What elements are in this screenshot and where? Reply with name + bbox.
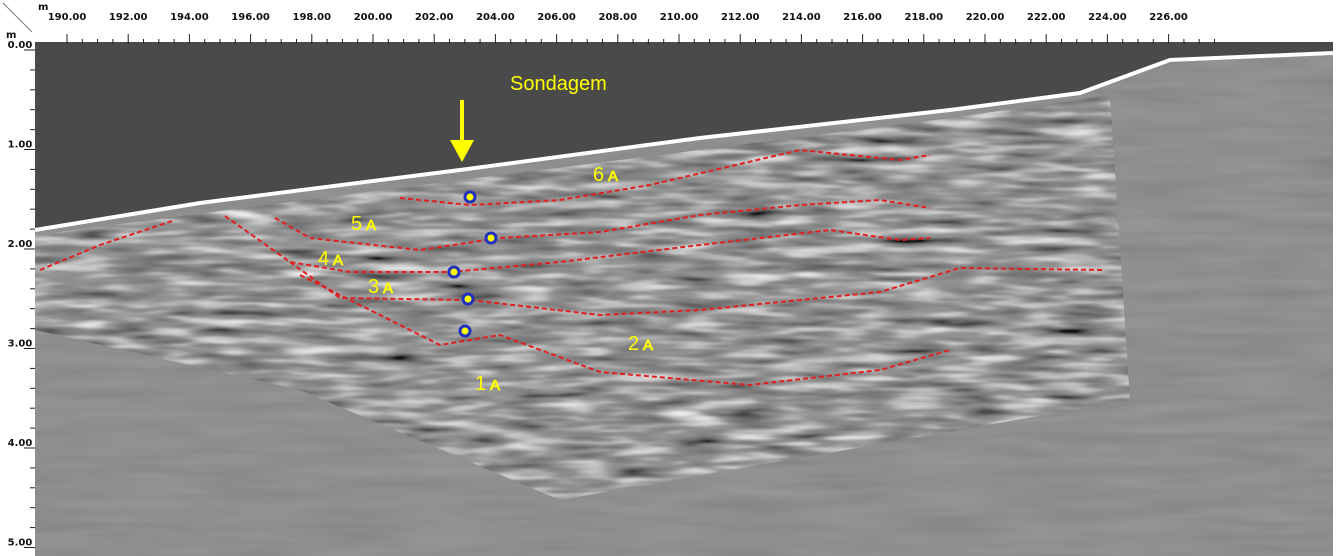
y-tick-label: 2.00 [8,239,33,250]
annotation: Sondagem [510,73,607,95]
layer-number: 6 [593,164,604,186]
borehole-point [465,192,475,202]
x-tick-label: 208.00 [599,12,638,23]
layer-letter: A [383,280,393,297]
y-tick-label: 0.00 [8,40,33,51]
x-tick-label: 220.00 [966,12,1005,23]
borehole-point [449,267,459,277]
x-tick-label: 192.00 [109,12,148,23]
x-tick-label: 214.00 [782,12,821,23]
x-tick-label: 216.00 [843,12,882,23]
layer-letter: A [608,168,618,185]
x-tick-label: 210.00 [660,12,699,23]
x-tick-label: 194.00 [170,12,209,23]
layer-letter: A [490,377,500,394]
borehole-point [463,294,473,304]
layer-letter: A [366,217,376,234]
x-tick-label: 222.00 [1027,12,1066,23]
x-tick-label: 218.00 [905,12,944,23]
borehole-point [486,233,496,243]
x-tick-label: 226.00 [1149,12,1188,23]
x-tick-label: 198.00 [293,12,332,23]
layer-number: 5 [351,213,362,235]
layer-letter: A [643,337,653,354]
x-tick-label: 212.00 [721,12,760,23]
x-tick-label: 204.00 [476,12,515,23]
x-tick-label: 200.00 [354,12,393,23]
layer-number: 3 [368,276,379,298]
y-tick-label: 1.00 [8,140,33,151]
layer-number: 1 [475,373,486,395]
x-tick-label: 190.00 [48,12,87,23]
y-tick-label: 4.00 [8,438,33,449]
layer-number: 2 [628,333,639,355]
left-ruler [0,0,35,556]
y-tick-label: 5.00 [8,538,33,549]
layer-number: 4 [318,248,329,270]
borehole-point [460,326,470,336]
radargram-view: Sondagem m m 190.00192.00194.00196.00198… [0,0,1339,556]
x-tick-label: 224.00 [1088,12,1127,23]
x-tick-label: 202.00 [415,12,454,23]
layer-letter: A [333,252,343,269]
y-tick-label: 3.00 [8,339,33,350]
x-tick-label: 196.00 [231,12,270,23]
x-tick-label: 206.00 [537,12,576,23]
